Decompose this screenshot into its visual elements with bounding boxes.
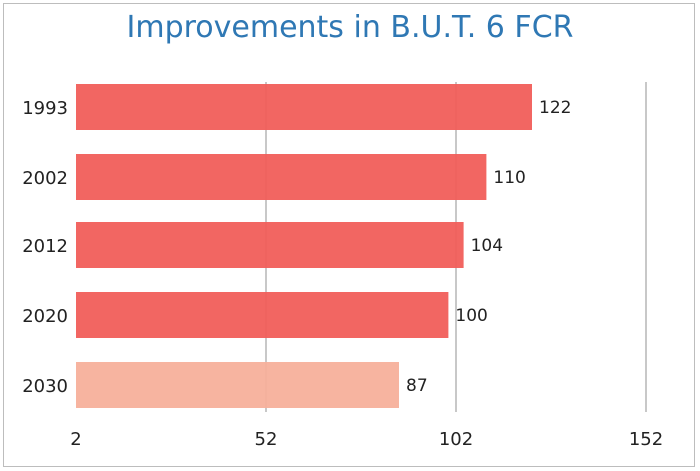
x-tick-label-2: 2 bbox=[70, 429, 81, 450]
x-tick-label-52: 52 bbox=[255, 429, 278, 450]
category-label-2012: 2012 bbox=[22, 236, 68, 257]
category-label-2020: 2020 bbox=[22, 306, 68, 327]
bar-2012 bbox=[76, 222, 464, 268]
bar-2030 bbox=[76, 362, 399, 408]
data-label-2020: 100 bbox=[455, 306, 487, 326]
bar-2002 bbox=[76, 154, 487, 200]
data-label-1993: 122 bbox=[539, 98, 571, 118]
chart-title: Improvements in B.U.T. 6 FCR bbox=[126, 10, 574, 45]
data-label-2030: 87 bbox=[406, 376, 428, 396]
category-label-1993: 1993 bbox=[22, 98, 68, 119]
x-tick-label-152: 152 bbox=[629, 429, 663, 450]
data-label-2002: 110 bbox=[493, 168, 525, 188]
x-tick-label-102: 102 bbox=[439, 429, 473, 450]
category-label-2002: 2002 bbox=[22, 168, 68, 189]
category-label-2030: 2030 bbox=[22, 376, 68, 397]
data-label-2012: 104 bbox=[471, 236, 503, 256]
bar-1993 bbox=[76, 84, 532, 130]
bar-2020 bbox=[76, 292, 449, 338]
